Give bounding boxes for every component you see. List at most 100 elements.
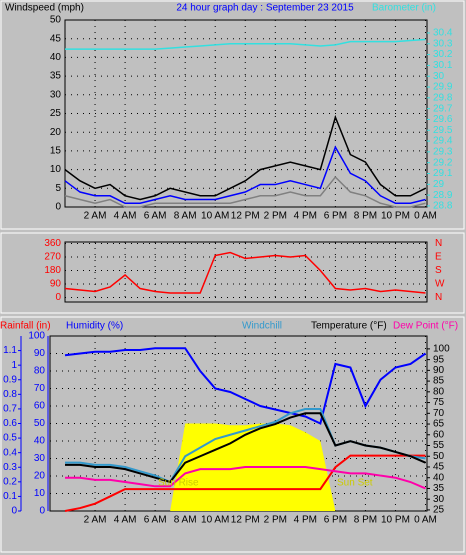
annotation: Sun Rise (158, 478, 199, 489)
y2-tick-label: 40 (433, 472, 445, 483)
y3-tick-label: 0.7 (3, 404, 17, 415)
y2-tick-label: 29.4 (433, 136, 453, 147)
legend-entry: Humidity (%) (66, 321, 123, 332)
x-tick-label: 6 PM (324, 211, 347, 222)
legend-entry: Rainfall (in) (0, 321, 51, 332)
x-tick-label: 12 PM (231, 515, 260, 526)
x-tick-label: 6 AM (144, 211, 167, 222)
series-line (65, 412, 426, 484)
y-tick-label: 30 (50, 89, 62, 100)
y2-tick-label: 30.1 (433, 60, 453, 71)
y2-tick-label: 29.6 (433, 114, 453, 125)
legend-entry: Windchill (242, 321, 282, 332)
x-tick-label: 4 AM (114, 515, 137, 526)
x-tick-label: 8 AM (174, 211, 197, 222)
y2-tick-label: 50 (433, 451, 445, 462)
y-tick-label: 20 (34, 471, 46, 482)
series-line (65, 465, 426, 490)
y2-tick-label: 100 (433, 344, 450, 355)
y3-tick-label: 0.3 (3, 462, 17, 473)
y2-tick-label: 30 (433, 71, 445, 82)
y2-tick-label: 29.9 (433, 82, 453, 93)
legend-entry: Dew Point (°F) (393, 321, 458, 332)
x-tick-label: 2 AM (84, 211, 107, 222)
y2-axis-label: Barometer (in) (372, 3, 436, 14)
y3-tick-label: 0.2 (3, 476, 17, 487)
y-axis-label: Windspeed (mph) (5, 3, 84, 14)
series-line (64, 347, 427, 425)
x-tick-label: 10 AM (201, 515, 229, 526)
y2-tick-label: 29.1 (433, 168, 453, 179)
y-tick-label: 0 (55, 292, 61, 303)
y-tick-label: 20 (50, 127, 62, 138)
chart-title: 24 hour graph day : September 23 2015 (176, 3, 354, 14)
y-tick-label: 60 (34, 401, 46, 412)
x-tick-label: 4 PM (294, 515, 317, 526)
y-tick-label: 40 (50, 52, 62, 63)
y2-tick-label: 29.8 (433, 92, 453, 103)
series-line (64, 454, 426, 512)
series-line (64, 175, 426, 208)
y2-tick-label: 60 (433, 429, 445, 440)
y-tick-label: 15 (50, 146, 62, 157)
x-tick-label: 2 PM (264, 515, 287, 526)
y2-tick-label: S (435, 265, 442, 276)
y-tick-label: 70 (34, 383, 46, 394)
plot-area (64, 241, 428, 303)
y2-tick-label: N (435, 292, 442, 303)
x-tick-label: 8 PM (354, 211, 377, 222)
y-tick-label: 25 (50, 108, 62, 119)
y2-tick-label: 30 (433, 494, 445, 505)
y2-tick-label: 80 (433, 386, 445, 397)
x-tick-label: 10 AM (201, 211, 229, 222)
x-tick-label: 10 PM (381, 211, 410, 222)
y2-tick-label: 55 (433, 440, 445, 451)
y-tick-label: 50 (50, 15, 62, 26)
x-tick-label: 0 AM (414, 211, 437, 222)
y-tick-label: 0 (55, 202, 61, 213)
y2-tick-label: 28.9 (433, 190, 453, 201)
x-tick-label: 4 AM (114, 211, 137, 222)
y-tick-label: 90 (34, 348, 46, 359)
y2-tick-label: 25 (433, 505, 445, 516)
y2-tick-label: 29.7 (433, 103, 453, 114)
y2-tick-label: 95 (433, 354, 445, 365)
y2-tick-label: 29.2 (433, 157, 453, 168)
y2-tick-label: 29.5 (433, 125, 453, 136)
y2-tick-label: 85 (433, 376, 445, 387)
y-tick-label: 80 (34, 366, 46, 377)
x-tick-label: 2 AM (84, 515, 107, 526)
y2-tick-label: 29.3 (433, 147, 453, 158)
y-tick-label: 180 (44, 265, 61, 276)
y3-tick-label: 0.1 (3, 491, 17, 502)
y-tick-label: 40 (34, 436, 46, 447)
y2-tick-label: 90 (433, 365, 445, 376)
y2-tick-label: 65 (433, 419, 445, 430)
y-tick-label: 5 (55, 183, 61, 194)
y2-tick-label: 28.8 (433, 201, 453, 212)
series-line (64, 251, 426, 294)
x-tick-label: 12 PM (231, 211, 260, 222)
y-tick-label: 270 (44, 252, 61, 263)
panel-frame (0, 0, 465, 230)
y-tick-label: 35 (50, 71, 62, 82)
y3-tick-label: 0.5 (3, 433, 17, 444)
legend-entry: Temperature (°F) (311, 321, 387, 332)
y3-tick-label: 1 (11, 360, 17, 371)
y3-tick-label: 0.6 (3, 418, 17, 429)
panel-frame (0, 316, 465, 553)
y2-tick-label: 70 (433, 408, 445, 419)
x-tick-label: 0 AM (414, 515, 437, 526)
y3-tick-label: 1.1 (3, 345, 17, 356)
series-line (65, 38, 426, 50)
y-tick-label: 100 (28, 331, 45, 342)
y3-tick-label: 0.9 (3, 374, 17, 385)
y2-tick-label: W (435, 279, 445, 290)
y-tick-label: 360 (44, 238, 61, 249)
y-tick-label: 30 (34, 453, 46, 464)
y-tick-label: 10 (34, 488, 46, 499)
panel-frame (0, 232, 465, 314)
y2-tick-label: 45 (433, 462, 445, 473)
series-line (64, 145, 426, 205)
